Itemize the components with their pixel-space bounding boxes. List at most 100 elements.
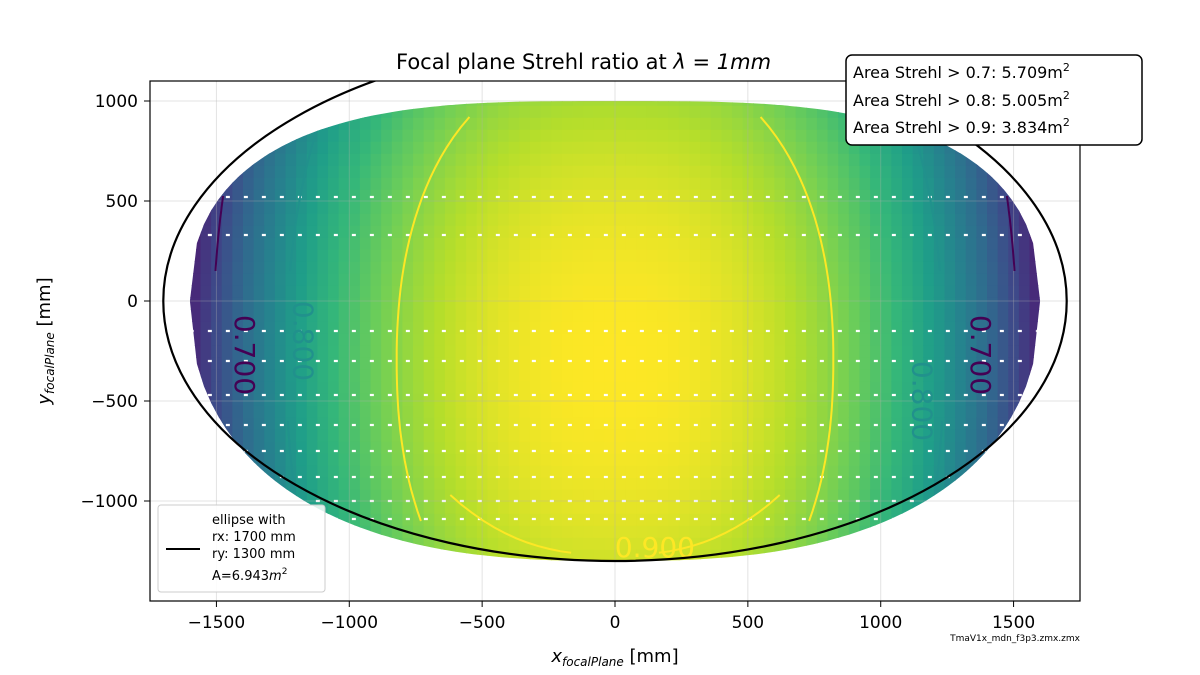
heatmap-cell	[625, 141, 638, 154]
heatmap-cell	[625, 381, 638, 394]
heatmap-cell	[689, 441, 701, 454]
heatmap-cell	[232, 309, 244, 322]
heatmap-cell	[498, 165, 510, 178]
heatmap-cell	[785, 525, 797, 538]
heatmap-cell	[944, 321, 956, 334]
heatmap-cell	[274, 225, 287, 238]
heatmap-cell	[880, 153, 893, 166]
heatmap-cell	[668, 465, 680, 478]
heatmap-cell	[583, 309, 595, 322]
heatmap-cell	[657, 261, 669, 274]
heatmap-cell	[615, 309, 627, 322]
heatmap-cell	[583, 201, 595, 214]
heatmap-cell	[636, 429, 648, 442]
heatmap-cell	[243, 297, 255, 310]
heatmap-cell	[402, 177, 414, 190]
heatmap-cell	[402, 501, 414, 514]
heatmap-cell	[540, 537, 553, 550]
heatmap-cell	[668, 153, 680, 166]
heatmap-cell	[625, 441, 638, 454]
heatmap-cell	[710, 453, 723, 466]
heatmap-cell	[923, 417, 935, 430]
heatmap-cell	[444, 381, 457, 394]
heatmap-cell	[359, 465, 372, 478]
heatmap-cell	[838, 117, 850, 130]
heatmap-cell	[795, 141, 808, 154]
heatmap-cell	[710, 525, 723, 538]
heatmap-cell	[933, 177, 946, 190]
heatmap-cell	[434, 489, 446, 502]
heatmap-cell	[870, 297, 882, 310]
heatmap-cell	[466, 513, 478, 526]
heatmap-cell	[296, 165, 308, 178]
heatmap-cell	[476, 297, 489, 310]
heatmap-cell	[561, 105, 574, 118]
heatmap-cell	[657, 441, 669, 454]
heatmap-cell	[455, 297, 467, 310]
heatmap-cell	[636, 225, 648, 238]
x-tick-label: 1000	[859, 613, 902, 633]
heatmap-cell	[636, 405, 648, 418]
heatmap-cell	[678, 333, 691, 346]
heatmap-cell	[997, 249, 1010, 262]
heatmap-cell	[625, 333, 638, 346]
heatmap-cell	[615, 213, 627, 226]
heatmap-cell	[498, 285, 510, 298]
heatmap-cell	[338, 453, 351, 466]
heatmap-cell	[296, 177, 308, 190]
heatmap-cell	[487, 333, 499, 346]
heatmap-cell	[848, 273, 861, 286]
heatmap-cell	[508, 225, 521, 238]
heatmap-cell	[965, 441, 978, 454]
heatmap-cell	[763, 129, 776, 142]
heatmap-cell	[731, 165, 744, 178]
heatmap-cell	[338, 177, 351, 190]
heatmap-cell	[880, 501, 893, 514]
heatmap-cell	[753, 465, 765, 478]
heatmap-cell	[338, 261, 351, 274]
heatmap-cell	[232, 189, 244, 202]
heatmap-cell	[370, 465, 382, 478]
heatmap-cell	[370, 477, 382, 490]
heatmap-cell	[604, 213, 616, 226]
heatmap-cell	[678, 345, 691, 358]
heatmap-cell	[529, 129, 542, 142]
heatmap-cell	[338, 189, 351, 202]
heatmap-cell	[668, 225, 680, 238]
heatmap-cell	[359, 117, 372, 130]
heatmap-cell	[466, 309, 478, 322]
heatmap-cell	[572, 465, 584, 478]
heatmap-cell	[211, 321, 223, 334]
heatmap-cell	[296, 213, 308, 226]
heatmap-cell	[359, 513, 372, 526]
heatmap-cell	[678, 513, 691, 526]
heatmap-cell	[678, 465, 691, 478]
heatmap-cell	[731, 273, 744, 286]
heatmap-cell	[901, 429, 914, 442]
heatmap-cell	[583, 357, 595, 370]
heatmap-cell	[742, 465, 754, 478]
heatmap-cell	[561, 285, 574, 298]
heatmap-cell	[328, 201, 340, 214]
heatmap-cell	[391, 141, 404, 154]
heatmap-cell	[615, 101, 627, 106]
heatmap-cell	[912, 453, 925, 466]
heatmap-cell	[774, 189, 786, 202]
heatmap-cell	[689, 101, 701, 106]
heatmap-cell	[434, 249, 446, 262]
heatmap-cell	[349, 357, 361, 370]
heatmap-cell	[317, 249, 329, 262]
heatmap-cell	[668, 549, 680, 561]
heatmap-cell	[551, 381, 563, 394]
heatmap-cell	[625, 357, 638, 370]
heatmap-cell	[529, 393, 542, 406]
heatmap-cell	[232, 321, 244, 334]
heatmap-cell	[508, 345, 521, 358]
heatmap-cell	[381, 453, 393, 466]
heatmap-cell	[646, 465, 659, 478]
heatmap-cell	[274, 177, 287, 190]
heatmap-cell	[476, 369, 489, 382]
heatmap-cell	[848, 189, 861, 202]
heatmap-cell	[955, 429, 967, 442]
heatmap-cell	[646, 101, 659, 106]
